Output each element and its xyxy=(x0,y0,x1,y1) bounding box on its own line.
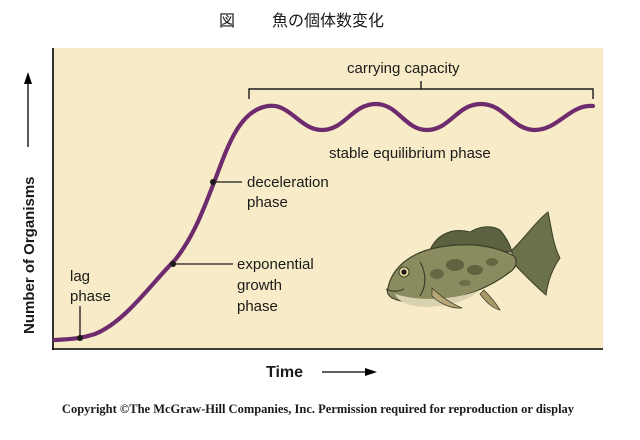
bass-fish-icon xyxy=(385,211,561,311)
lag-label-line2: phase xyxy=(70,288,111,305)
y-axis-label: Number of Organisms xyxy=(21,176,38,334)
copyright-notice: Copyright ©The McGraw-Hill Companies, In… xyxy=(62,402,575,416)
lag-label-line1: lag xyxy=(70,268,90,285)
x-axis-arrow-icon xyxy=(365,368,377,376)
y-axis-arrow-icon xyxy=(24,72,32,84)
stable-equilibrium-label: stable equilibrium phase xyxy=(329,145,491,162)
exponential-label-line3: phase xyxy=(237,298,278,315)
deceleration-label-line2: phase xyxy=(247,194,288,211)
carrying-capacity-label: carrying capacity xyxy=(347,60,460,77)
exponential-label-line2: growth xyxy=(237,277,282,294)
x-axis-label: Time xyxy=(266,364,303,381)
figure-caption-title: 魚の個体数変化 xyxy=(272,12,384,30)
deceleration-label-line1: deceleration xyxy=(247,174,329,191)
figure-caption-label: 図 xyxy=(219,13,235,30)
plot-area xyxy=(53,48,603,349)
carrying-capacity-bracket xyxy=(248,81,594,99)
population-growth-curve xyxy=(52,101,596,343)
exponential-label-line1: exponential xyxy=(237,256,314,273)
